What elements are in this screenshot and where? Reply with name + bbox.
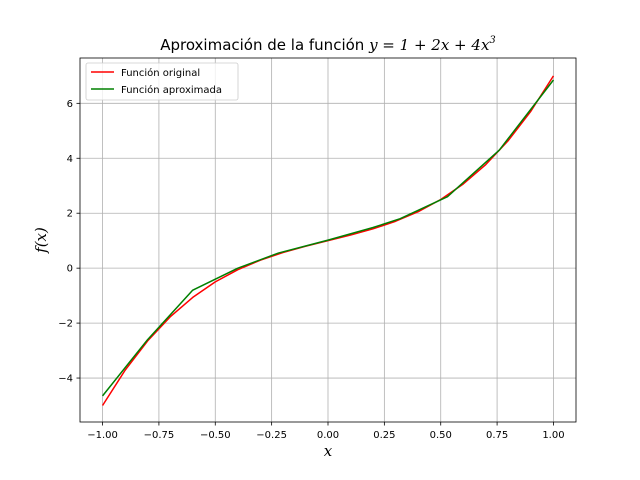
x-axis-label: x [324,442,333,460]
grid [80,58,576,422]
legend-box [85,62,239,101]
y-tick-label: 6 [67,99,73,110]
legend: Función original Función aproximada [85,62,239,101]
y-ticks: −4 −2 0 2 4 6 [58,99,80,385]
x-tick-label: 0.75 [486,430,508,441]
x-tick-label: 0.25 [373,430,395,441]
y-axis-label: f(x) [32,227,50,254]
y-tick-label: 4 [67,154,73,165]
y-tick-label: 2 [67,209,73,220]
x-ticks: −1.00 −0.75 −0.50 −0.25 0.00 0.25 0.50 0.75 1.00 [87,422,565,441]
x-tick-label: 1.00 [542,430,564,441]
y-tick-label: −4 [58,374,73,385]
legend-label-approximate: Función aproximada [121,84,222,96]
x-tick-label: −0.25 [256,430,287,441]
y-tick-label: −2 [58,319,73,330]
x-tick-label: −1.00 [87,430,118,441]
x-tick-label: −0.75 [144,430,175,441]
series-layer [101,75,555,406]
series-line-approximate [101,79,555,397]
x-tick-label: 0.50 [430,430,452,441]
y-tick-label: 0 [67,264,73,275]
chart-title: Aproximación de la función y = 1 + 2x + … [160,35,496,54]
legend-label-original: Función original [121,67,200,79]
x-tick-label: 0.00 [317,430,339,441]
x-tick-label: −0.50 [200,430,231,441]
